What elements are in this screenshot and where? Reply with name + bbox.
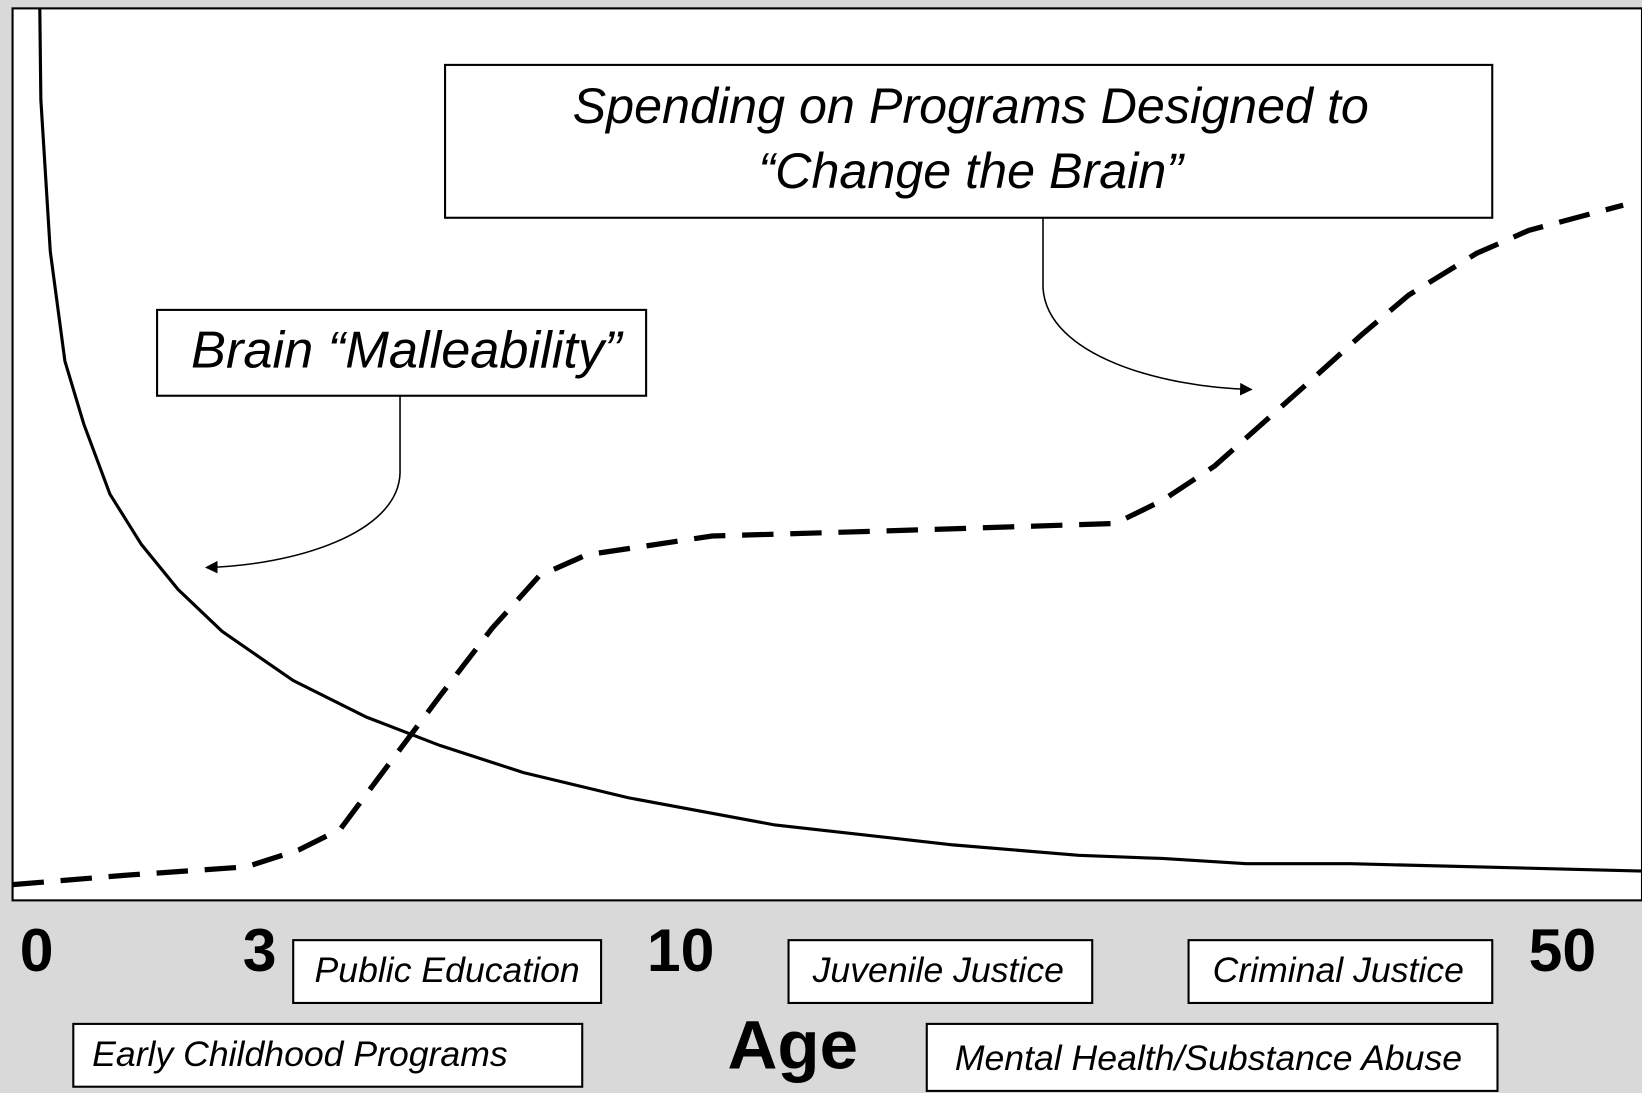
program-label: Early Childhood Programs xyxy=(92,1034,508,1074)
program-label: Public Education xyxy=(315,950,580,990)
program-box xyxy=(1187,939,1494,1005)
axis-label: Age xyxy=(727,1005,858,1083)
age-tick: 50 xyxy=(1529,916,1597,984)
age-tick: 0 xyxy=(20,916,54,984)
callout-text: “Change the Brain” xyxy=(758,143,1185,199)
program-label: Criminal Justice xyxy=(1213,950,1464,990)
callout-text: Spending on Programs Designed to xyxy=(573,78,1369,134)
age-tick: 3 xyxy=(243,916,277,984)
malleability-arrow xyxy=(205,395,401,574)
program-label: Mental Health/Substance Abuse xyxy=(955,1038,1462,1078)
age-tick: 10 xyxy=(647,916,715,984)
program-box xyxy=(72,1022,584,1088)
spending-curve xyxy=(12,202,1624,888)
malleability-curve xyxy=(38,8,1642,873)
callout-text: Brain “Malleability” xyxy=(191,322,624,380)
program-box xyxy=(292,939,603,1005)
program-box xyxy=(787,939,1094,1005)
spending-arrow xyxy=(1042,211,1253,396)
program-box xyxy=(925,1022,1499,1092)
callout-box xyxy=(156,308,648,397)
program-label: Juvenile Justice xyxy=(812,950,1064,990)
callout-box xyxy=(444,63,1494,219)
